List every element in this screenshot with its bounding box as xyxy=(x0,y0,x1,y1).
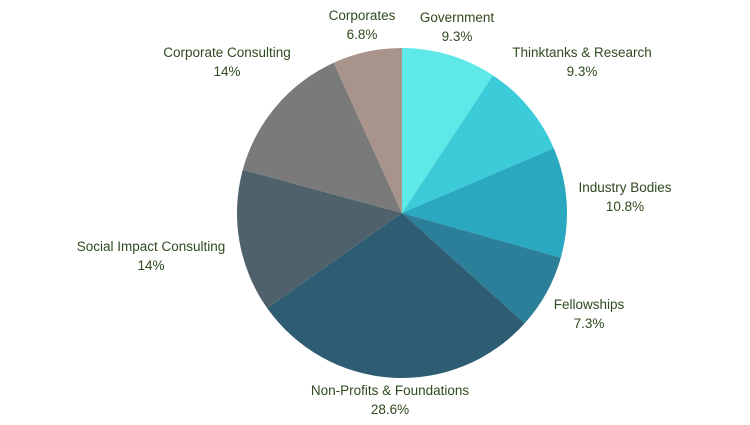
slice-category-label: Thinktanks & Research xyxy=(512,45,652,60)
pie-slice-non-profits-and-foundations xyxy=(267,213,525,378)
slice-label-thinktanks-and-research: Thinktanks & Research 9.3% xyxy=(512,45,652,79)
slice-label-corporate-consulting: Corporate Consulting 14% xyxy=(163,45,291,79)
pie-slice-government xyxy=(402,48,493,213)
pie-slice-industry-bodies xyxy=(402,148,567,258)
pie-slice-corporate-consulting xyxy=(242,62,402,213)
slice-value-label: 6.8% xyxy=(347,27,378,42)
slice-label-fellowships: Fellowships 7.3% xyxy=(554,297,625,331)
slice-label-social-impact-consulting: Social Impact Consulting 14% xyxy=(77,239,226,273)
slice-label-corporates: Corporates 6.8% xyxy=(329,8,396,42)
slice-value-label: 9.3% xyxy=(567,64,598,79)
slice-value-label: 10.8% xyxy=(606,199,644,214)
pie-slice-social-impact-consulting xyxy=(237,169,402,309)
slice-category-label: Non-Profits & Foundations xyxy=(311,383,470,398)
pie-slices xyxy=(237,48,567,378)
slice-value-label: 28.6% xyxy=(371,402,409,417)
slice-value-label: 14% xyxy=(137,258,164,273)
pie-labels: Government 9.3% Thinktanks & Research 9.3% I… xyxy=(77,8,672,417)
slice-label-non-profits-and-foundations: Non-Profits & Foundations 28.6% xyxy=(311,383,470,417)
pie-slice-thinktanks-and-research xyxy=(402,75,554,213)
slice-value-label: 9.3% xyxy=(442,29,473,44)
slice-category-label: Corporate Consulting xyxy=(163,45,291,60)
slice-category-label: Fellowships xyxy=(554,297,625,312)
slice-label-industry-bodies: Industry Bodies 10.8% xyxy=(578,180,671,214)
slice-category-label: Corporates xyxy=(329,8,396,23)
slice-value-label: 7.3% xyxy=(574,316,605,331)
slice-label-government: Government 9.3% xyxy=(420,10,495,44)
slice-category-label: Government xyxy=(420,10,495,25)
slice-category-label: Social Impact Consulting xyxy=(77,239,226,254)
slice-value-label: 14% xyxy=(213,64,240,79)
slice-category-label: Industry Bodies xyxy=(578,180,671,195)
pie-slice-fellowships xyxy=(402,213,561,324)
pie-slice-corporates xyxy=(333,48,402,213)
